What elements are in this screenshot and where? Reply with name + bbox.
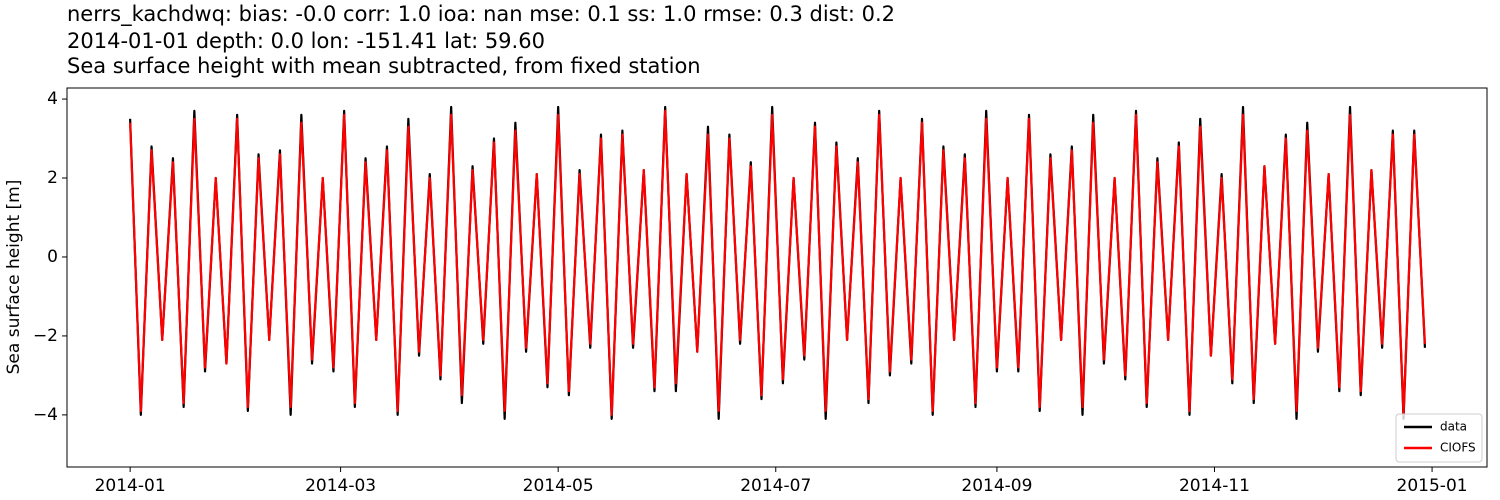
x-tick-label: 2014-05 [523,476,594,496]
x-tick-label: 2015-01 [1397,476,1468,496]
y-tick-label: 0 [47,247,58,267]
y-tick-label: −4 [33,405,58,425]
x-tick-label: 2014-01 [95,476,166,496]
y-axis-label: Sea surface height [m] [4,180,24,375]
y-tick-label: −2 [33,326,58,346]
x-tick-label: 2014-07 [740,476,811,496]
x-tick-label: 2014-11 [1179,476,1250,496]
x-tick-label: 2014-09 [961,476,1032,496]
x-tick-label: 2014-03 [305,476,376,496]
legend-box [1395,413,1483,463]
chart-title: nerrs_kachdwq: bias: -0.0 corr: 1.0 ioa:… [67,2,895,27]
y-tick-label: 4 [47,89,58,109]
plot-frame [66,87,1488,468]
chart-title: Sea surface height with mean subtracted,… [67,54,701,78]
legend-label: CIOFS [1440,441,1476,455]
y-tick-label: 2 [47,168,58,188]
series-line [129,109,1427,416]
chart-title: 2014-01-01 depth: 0.0 lon: -151.41 lat: … [67,29,545,53]
legend-label: data [1440,420,1467,434]
